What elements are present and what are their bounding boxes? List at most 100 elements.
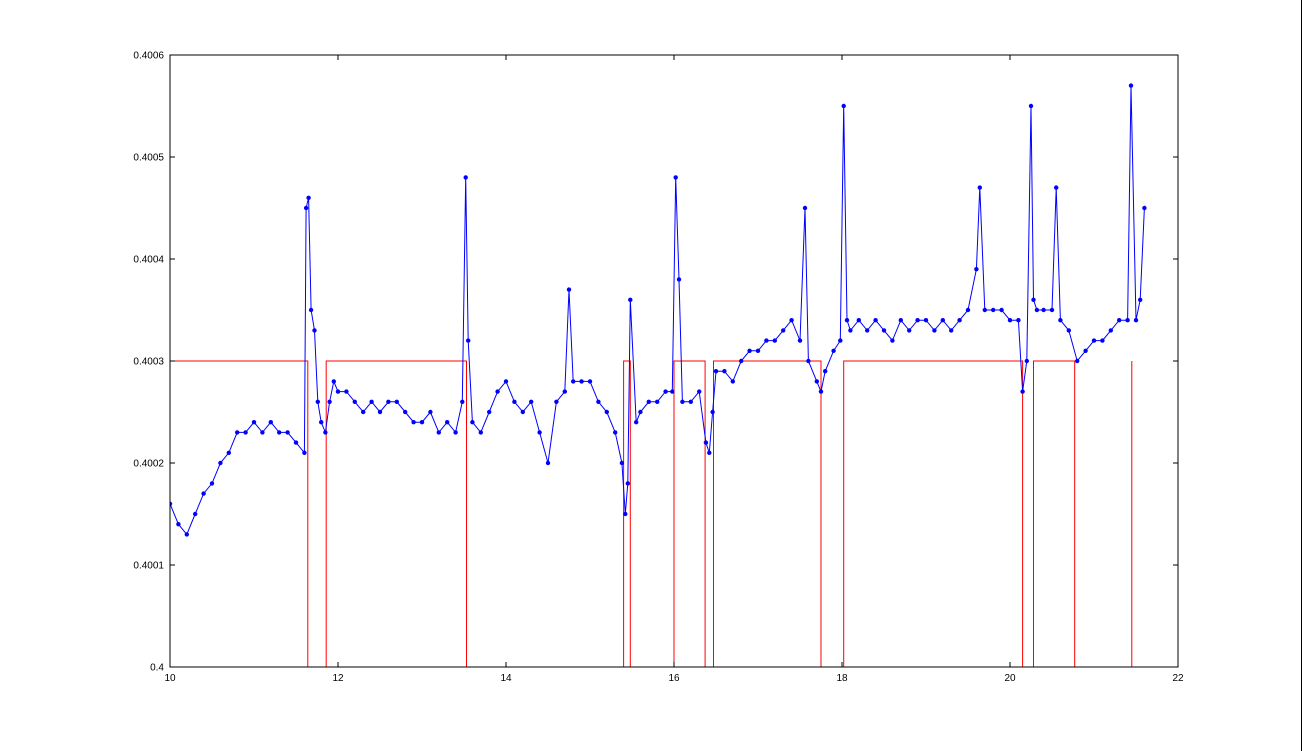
data-point: [1028, 103, 1034, 109]
plot-layer: [170, 83, 1147, 667]
data-point: [881, 328, 887, 333]
data-point: [838, 338, 843, 343]
data-point: [545, 460, 551, 466]
data-point: [831, 348, 836, 353]
data-point: [932, 328, 937, 333]
data-point: [890, 338, 895, 343]
data-point: [579, 379, 584, 384]
data-point: [335, 389, 341, 394]
data-point: [303, 205, 309, 211]
data-point: [312, 328, 317, 333]
data-point: [460, 399, 465, 404]
data-point: [730, 379, 735, 384]
data-point: [977, 185, 982, 190]
data-point: [1125, 318, 1130, 323]
data-point: [436, 430, 441, 435]
data-point: [260, 430, 265, 435]
x-tick-label: 10: [164, 673, 176, 684]
data-point: [470, 420, 475, 425]
data-point: [907, 328, 912, 333]
y-tick-label: 0.4003: [133, 357, 164, 368]
data-point: [209, 481, 215, 486]
data-point: [673, 175, 678, 180]
data-point: [306, 195, 311, 200]
data-point: [619, 460, 625, 466]
x-tick-label: 12: [332, 673, 344, 684]
data-point: [1031, 297, 1036, 302]
data-point: [277, 430, 282, 435]
data-point: [327, 399, 332, 404]
data-point: [1049, 307, 1055, 313]
data-point: [823, 369, 828, 374]
data-point: [1138, 297, 1143, 302]
data-point: [344, 389, 349, 394]
x-tick-label: 22: [1172, 673, 1184, 684]
data-point: [1066, 328, 1072, 333]
data-point: [1020, 389, 1025, 394]
x-tick-label: 14: [500, 673, 512, 684]
data-point: [352, 399, 357, 404]
data-point: [1117, 318, 1122, 323]
data-point: [1058, 318, 1063, 323]
data-point: [377, 409, 383, 415]
data-point: [797, 338, 803, 343]
data-point: [623, 511, 628, 517]
data-point: [1133, 318, 1139, 323]
y-tick-label: 0.4004: [133, 255, 164, 266]
data-point: [176, 522, 181, 527]
data-point: [1016, 318, 1021, 323]
data-point: [814, 379, 819, 384]
data-point: [680, 399, 685, 404]
x-axis: 10 12 14 16 18 20 22: [164, 55, 1184, 684]
data-point: [873, 318, 878, 323]
y-tick-label: 0.4002: [133, 459, 164, 470]
data-point: [710, 409, 715, 415]
data-point: [587, 379, 593, 384]
plot-area: [170, 83, 1147, 667]
data-point: [613, 430, 618, 435]
data-point: [676, 277, 682, 282]
data-point: [235, 430, 240, 435]
data-point: [184, 532, 189, 537]
data-point: [268, 420, 273, 425]
data-point: [764, 338, 769, 343]
data-point: [841, 103, 846, 109]
data-point: [411, 420, 416, 425]
data-point: [634, 420, 639, 425]
data-point: [369, 399, 374, 404]
data-point: [604, 409, 609, 415]
data-point: [688, 399, 693, 404]
data-point: [747, 348, 752, 353]
data-point: [1041, 307, 1046, 313]
data-point: [646, 399, 651, 404]
data-point: [1128, 83, 1134, 88]
data-point: [478, 430, 483, 435]
data-point: [403, 409, 408, 415]
data-point: [512, 399, 517, 404]
data-point: [361, 409, 366, 415]
data-point: [566, 287, 572, 292]
y-tick-label: 0.4: [150, 663, 164, 674]
data-point: [170, 501, 173, 506]
data-point: [1054, 185, 1059, 190]
data-point: [419, 420, 425, 425]
data-point: [251, 420, 257, 425]
data-point: [625, 481, 630, 486]
data-point: [308, 307, 314, 313]
data-point: [386, 399, 391, 404]
data-point: [781, 328, 786, 333]
data-point: [722, 369, 727, 374]
data-point: [974, 267, 979, 272]
data-point: [562, 389, 567, 394]
data-point: [495, 389, 500, 394]
data-point: [285, 430, 290, 435]
data-point: [293, 440, 299, 445]
data-point: [302, 450, 307, 455]
data-point: [466, 338, 471, 343]
data-point: [1108, 328, 1114, 333]
data-point: [1024, 358, 1030, 364]
data-point: [655, 399, 660, 404]
data-point: [554, 399, 559, 404]
data-point: [703, 440, 709, 445]
